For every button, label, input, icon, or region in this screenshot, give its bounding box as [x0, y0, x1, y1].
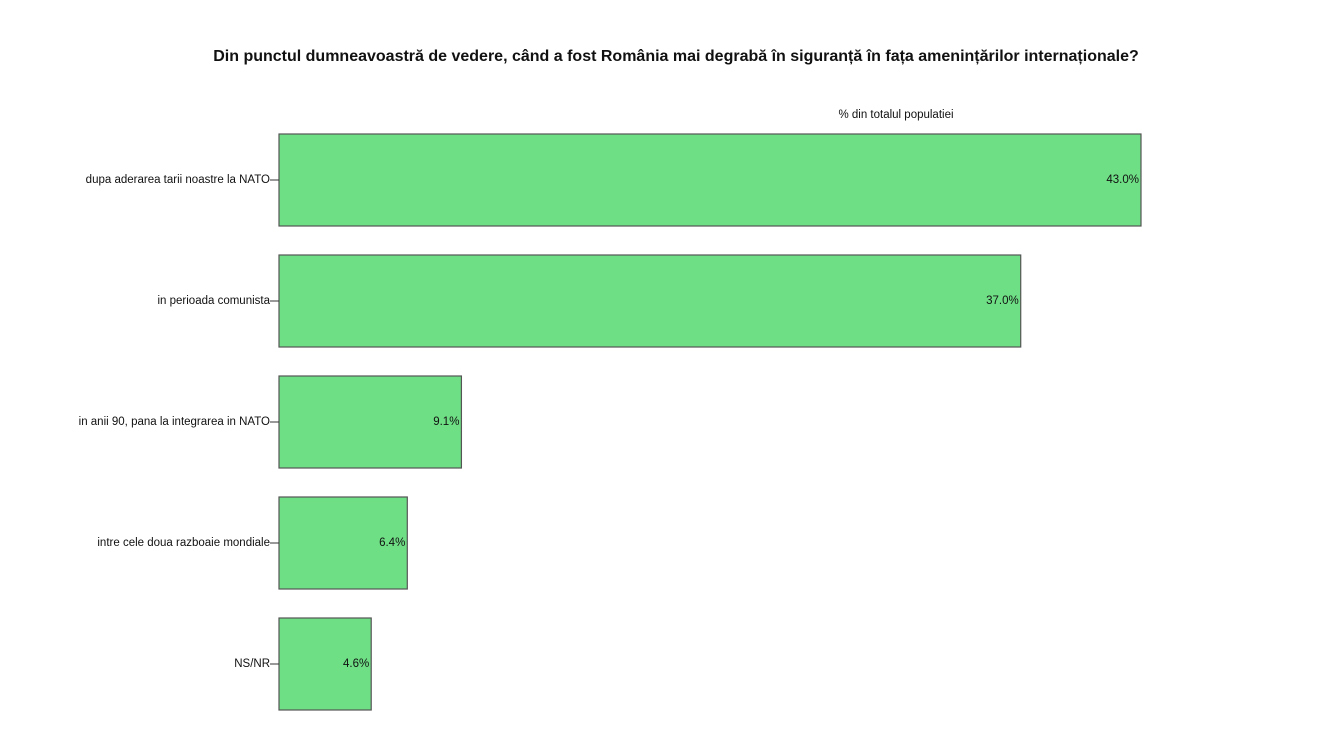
axis-label: % din totalul populatiei: [838, 109, 953, 121]
y-tick-label: intre cele doua razboaie mondiale: [97, 537, 270, 549]
y-tick-label: dupa aderarea tarii noastre la NATO: [86, 174, 270, 186]
value-label: 43.0%: [1106, 174, 1139, 186]
bar: [278, 133, 1142, 227]
bar: [278, 496, 408, 590]
y-tick-label: in perioada comunista: [157, 295, 270, 307]
bar: [278, 254, 1022, 348]
value-label: 6.4%: [379, 537, 405, 549]
bar: [278, 617, 372, 711]
y-tick-label: NS/NR: [234, 658, 270, 670]
chart-title: Din punctul dumneavoastră de vedere, cân…: [213, 48, 1139, 65]
value-label: 4.6%: [343, 658, 369, 670]
value-label: 9.1%: [433, 416, 459, 428]
value-label: 37.0%: [986, 295, 1019, 307]
y-tick-label: in anii 90, pana la integrarea in NATO: [79, 416, 270, 428]
